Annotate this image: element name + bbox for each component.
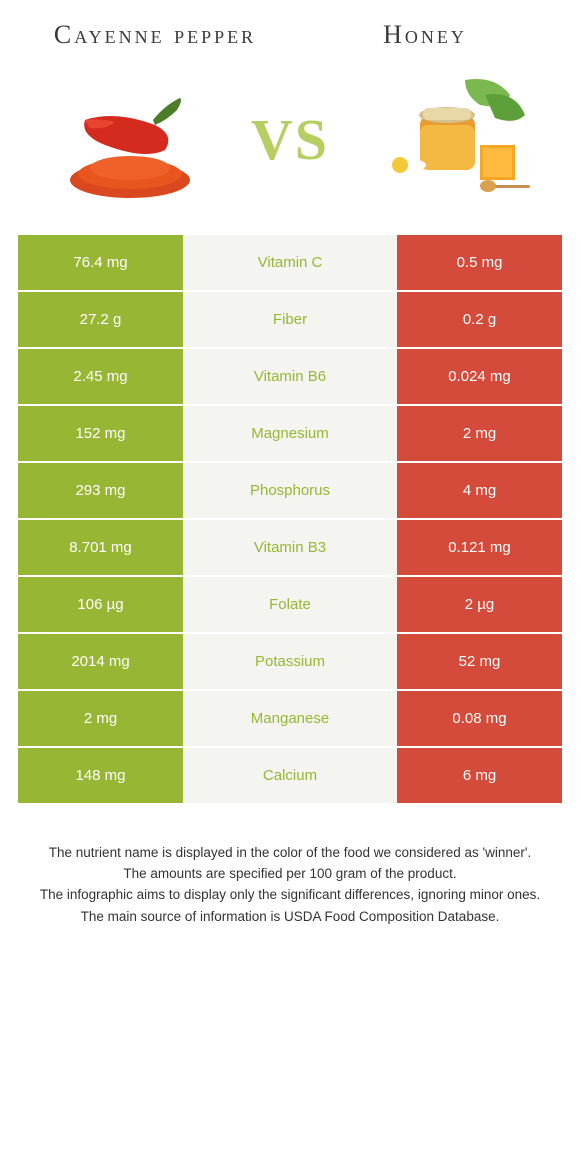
left-value: 293 mg xyxy=(18,463,183,518)
right-value: 0.121 mg xyxy=(397,520,562,575)
left-value: 106 µg xyxy=(18,577,183,632)
table-row: 293 mgPhosphorus4 mg xyxy=(18,463,562,518)
footer-line: The infographic aims to display only the… xyxy=(30,885,550,905)
left-value: 27.2 g xyxy=(18,292,183,347)
nutrient-name: Calcium xyxy=(183,748,397,803)
table-row: 76.4 mgVitamin C0.5 mg xyxy=(18,235,562,290)
right-value: 4 mg xyxy=(397,463,562,518)
table-row: 148 mgCalcium6 mg xyxy=(18,748,562,803)
right-value: 6 mg xyxy=(397,748,562,803)
table-row: 2.45 mgVitamin B60.024 mg xyxy=(18,349,562,404)
table-row: 152 mgMagnesium2 mg xyxy=(18,406,562,461)
nutrient-name: Magnesium xyxy=(183,406,397,461)
nutrient-name: Vitamin B6 xyxy=(183,349,397,404)
table-row: 106 µgFolate2 µg xyxy=(18,577,562,632)
right-value: 52 mg xyxy=(397,634,562,689)
nutrient-name: Fiber xyxy=(183,292,397,347)
footer: The nutrient name is displayed in the co… xyxy=(0,803,580,948)
header: Cayenne pepper Honey xyxy=(0,0,580,60)
right-value: 0.024 mg xyxy=(397,349,562,404)
left-food-title: Cayenne pepper xyxy=(20,20,290,50)
nutrient-table: 76.4 mgVitamin C0.5 mg27.2 gFiber0.2 g2.… xyxy=(0,235,580,803)
nutrient-name: Potassium xyxy=(183,634,397,689)
nutrient-name: Manganese xyxy=(183,691,397,746)
right-food-title: Honey xyxy=(290,20,560,50)
left-value: 148 mg xyxy=(18,748,183,803)
footer-line: The amounts are specified per 100 gram o… xyxy=(30,864,550,884)
honey-image xyxy=(365,70,535,210)
left-value: 2.45 mg xyxy=(18,349,183,404)
right-value: 0.2 g xyxy=(397,292,562,347)
right-value: 0.08 mg xyxy=(397,691,562,746)
left-value: 76.4 mg xyxy=(18,235,183,290)
table-row: 2014 mgPotassium52 mg xyxy=(18,634,562,689)
table-row: 8.701 mgVitamin B30.121 mg xyxy=(18,520,562,575)
right-value: 0.5 mg xyxy=(397,235,562,290)
left-value: 2 mg xyxy=(18,691,183,746)
nutrient-name: Folate xyxy=(183,577,397,632)
nutrient-name: Vitamin C xyxy=(183,235,397,290)
right-value: 2 mg xyxy=(397,406,562,461)
cayenne-pepper-image xyxy=(45,70,215,210)
nutrient-name: Phosphorus xyxy=(183,463,397,518)
table-row: 2 mgManganese0.08 mg xyxy=(18,691,562,746)
nutrient-name: Vitamin B3 xyxy=(183,520,397,575)
footer-line: The nutrient name is displayed in the co… xyxy=(30,843,550,863)
left-value: 152 mg xyxy=(18,406,183,461)
left-value: 8.701 mg xyxy=(18,520,183,575)
images-row: VS xyxy=(0,60,580,235)
vs-label: VS xyxy=(251,106,329,173)
table-row: 27.2 gFiber0.2 g xyxy=(18,292,562,347)
footer-line: The main source of information is USDA F… xyxy=(30,907,550,927)
right-value: 2 µg xyxy=(397,577,562,632)
left-value: 2014 mg xyxy=(18,634,183,689)
